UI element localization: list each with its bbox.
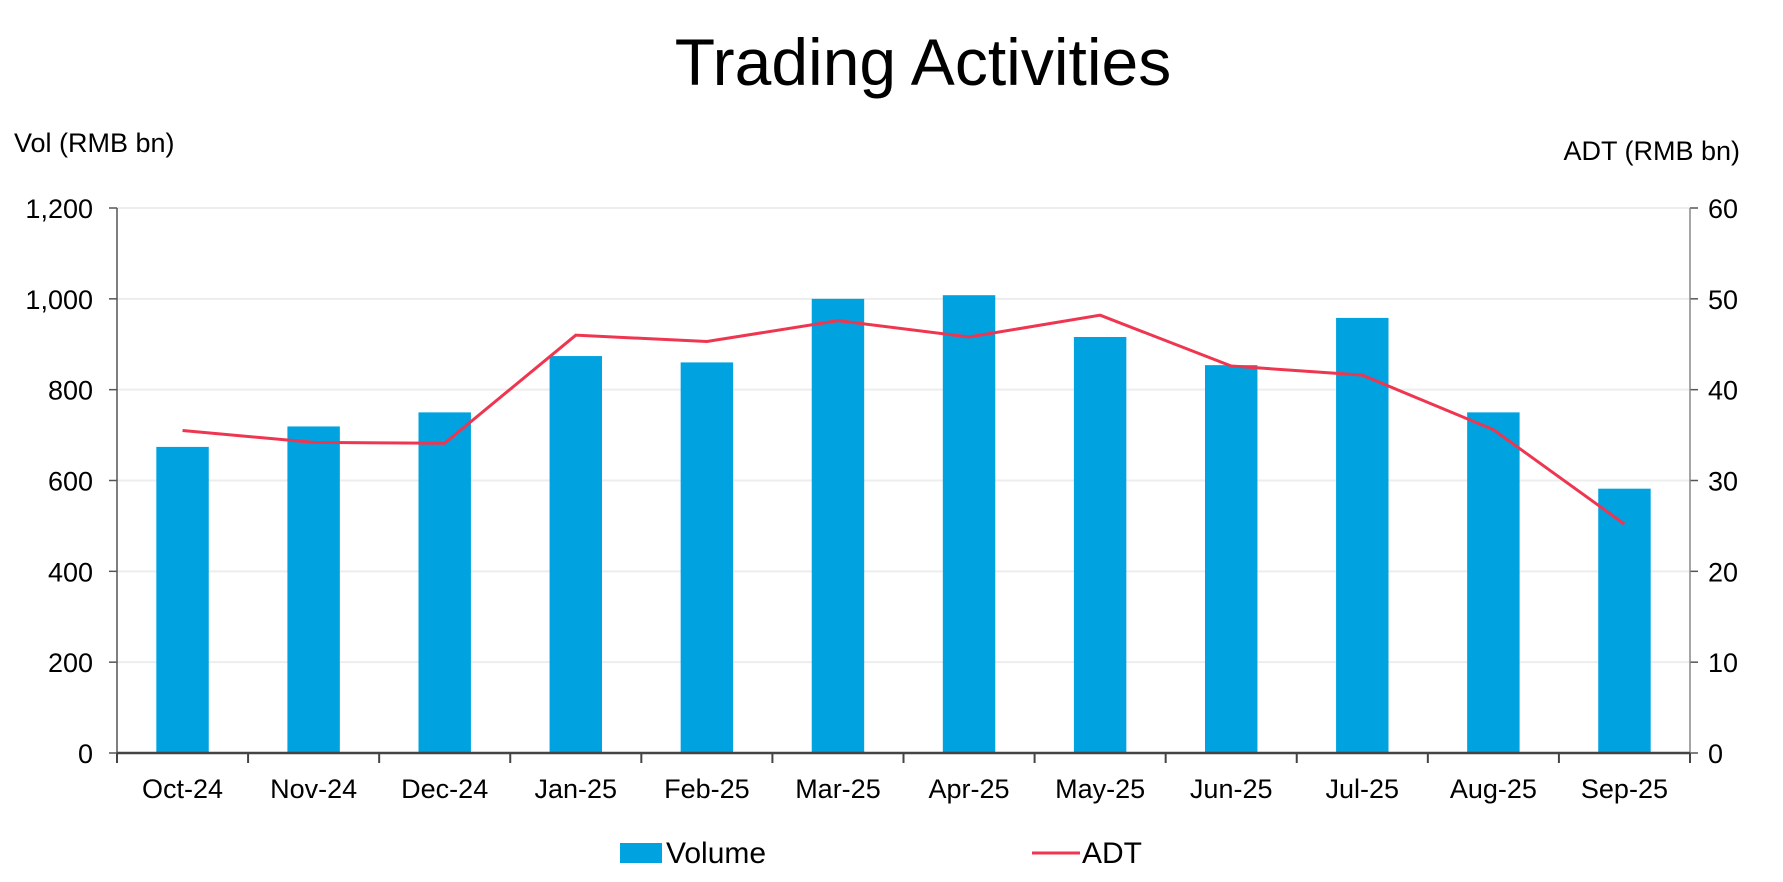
left-tick-label: 200 — [48, 648, 93, 678]
volume-bar — [942, 295, 996, 753]
right-axis-label: ADT (RMB bn) — [1563, 136, 1740, 166]
x-tick-label: Mar-25 — [795, 774, 881, 804]
right-tick-label: 0 — [1708, 739, 1723, 769]
volume-bar — [1467, 412, 1520, 753]
volume-bar — [1073, 336, 1127, 753]
right-tick-label: 50 — [1708, 285, 1738, 315]
left-tick-label: 400 — [48, 557, 93, 587]
right-tick-label: 30 — [1708, 467, 1738, 497]
chart-title: Trading Activities — [675, 25, 1171, 99]
x-tick-label: Nov-24 — [270, 774, 357, 804]
legend-volume-swatch — [620, 843, 662, 863]
x-tick-label: Apr-25 — [929, 774, 1010, 804]
x-tick-label: Sep-25 — [1581, 774, 1668, 804]
x-tick-label: Aug-25 — [1450, 774, 1537, 804]
x-tick-label: Feb-25 — [664, 774, 750, 804]
volume-bar — [811, 298, 865, 753]
volume-bar — [1598, 488, 1651, 753]
right-tick-label: 40 — [1708, 376, 1738, 406]
x-tick-label: Jan-25 — [535, 774, 618, 804]
volume-bar — [1336, 317, 1389, 753]
left-tick-label: 1,000 — [25, 285, 93, 315]
x-tick-label: Dec-24 — [401, 774, 488, 804]
x-tick-label: Jul-25 — [1326, 774, 1400, 804]
volume-bar — [1204, 365, 1258, 753]
left-tick-label: 800 — [48, 376, 93, 406]
volume-bar — [418, 412, 471, 753]
legend-volume-label: Volume — [666, 837, 766, 870]
x-tick-label: Oct-24 — [142, 774, 223, 804]
x-tick-label: Jun-25 — [1190, 774, 1273, 804]
volume-bar — [156, 446, 209, 753]
right-tick-label: 20 — [1708, 557, 1738, 587]
left-axis-label: Vol (RMB bn) — [14, 128, 175, 158]
x-tick-label: May-25 — [1055, 774, 1145, 804]
legend-adt-label: ADT — [1082, 837, 1142, 870]
right-tick-label: 60 — [1708, 194, 1738, 224]
left-tick-label: 1,200 — [25, 194, 93, 224]
volume-bar — [287, 426, 340, 753]
left-tick-label: 0 — [78, 739, 93, 769]
adt-line — [182, 313, 1626, 526]
right-tick-label: 10 — [1708, 648, 1738, 678]
volume-bar — [549, 356, 603, 753]
left-tick-label: 600 — [48, 467, 93, 497]
volume-bar — [680, 362, 734, 753]
